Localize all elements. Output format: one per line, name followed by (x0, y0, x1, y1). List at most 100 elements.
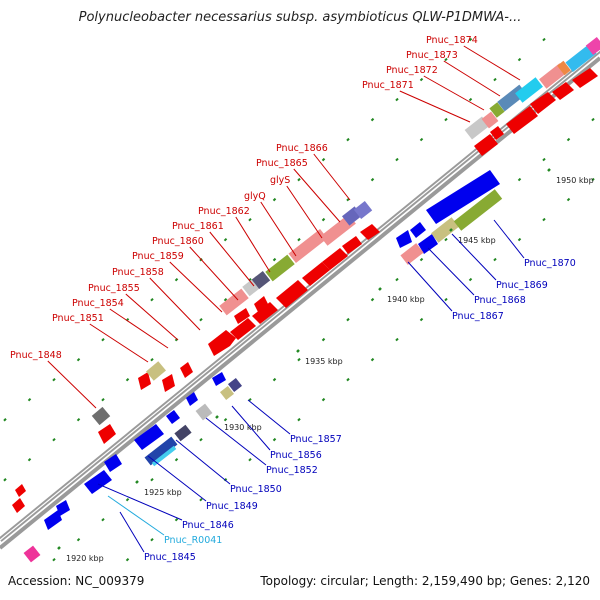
gene-label-forward[interactable]: Pnuc_1855 (88, 283, 140, 294)
gene-box-reverse[interactable] (174, 424, 192, 442)
tick-mark (248, 397, 252, 402)
reverse-gene-callouts: Pnuc_1845 Pnuc_R0041 Pnuc_1846 Pnuc_1849 Pnu… (97, 219, 576, 563)
gene-box-reverse[interactable] (144, 436, 178, 466)
gene-box-forward[interactable] (146, 361, 166, 381)
gene-arrow-forward[interactable] (180, 362, 193, 378)
gene-label-forward[interactable]: Pnuc_1860 (152, 236, 204, 247)
gene-arrow-forward[interactable] (208, 330, 236, 356)
gene-arrow-reverse[interactable] (166, 410, 180, 424)
gene-arrow-forward[interactable] (138, 372, 151, 390)
gene-label-reverse[interactable]: Pnuc_1846 (182, 520, 234, 531)
kbp-tick (135, 480, 139, 484)
gene-arrow-reverse[interactable] (134, 424, 164, 450)
gene-label-reverse[interactable]: Pnuc_1869 (496, 280, 548, 291)
gene-box-reverse[interactable] (195, 403, 213, 421)
tick-mark (517, 177, 522, 182)
gene-arrow-forward[interactable] (98, 424, 116, 444)
gene-box-forward[interactable] (219, 288, 249, 316)
gene-label-reverse[interactable]: Pnuc_1856 (270, 450, 322, 461)
gene-arrow-forward[interactable] (506, 106, 538, 134)
gene-box-forward[interactable] (489, 102, 505, 118)
gene-box-forward[interactable] (353, 200, 373, 220)
gene-box-reverse[interactable] (431, 217, 459, 243)
gene-label-forward[interactable]: Pnuc_1851 (52, 313, 104, 324)
gene-arrow-forward[interactable] (234, 308, 250, 324)
gene-label-forward[interactable]: Pnuc_1848 (10, 350, 62, 361)
gene-box-reverse[interactable] (227, 377, 243, 393)
gene-label-reverse[interactable]: Pnuc_1850 (230, 484, 282, 495)
gene-label-forward[interactable]: Pnuc_1862 (198, 206, 250, 217)
gene-arrow-forward[interactable] (360, 224, 380, 240)
gene-label-forward[interactable]: Pnuc_1865 (256, 158, 308, 169)
gene-arrow-forward[interactable] (342, 236, 362, 254)
gene-arrow-reverse[interactable] (104, 454, 122, 472)
gene-label-reverse[interactable]: Pnuc_1857 (290, 434, 342, 445)
gene-arrow-forward[interactable] (302, 262, 330, 286)
gene-arrow-forward[interactable] (552, 82, 574, 100)
gene-box-forward[interactable] (251, 270, 271, 290)
gene-arrow-forward[interactable] (12, 498, 25, 513)
gene-label-forward[interactable]: Pnuc_1871 (362, 80, 414, 91)
tick-mark (321, 217, 326, 222)
gene-label-reverse[interactable]: Pnuc_1849 (206, 501, 258, 512)
gene-arrow-forward[interactable] (474, 134, 498, 156)
gene-box-forward[interactable] (539, 63, 567, 89)
gene-box-reverse[interactable] (453, 189, 503, 231)
gene-label-forward[interactable]: Pnuc_1859 (132, 251, 184, 262)
kbp-label: 1950 kbp (556, 176, 594, 185)
gene-label-reverse[interactable]: Pnuc_1870 (524, 258, 576, 269)
gene-label-forward[interactable]: Pnuc_1861 (172, 221, 224, 232)
tick-mark (248, 457, 252, 462)
gene-arrow-reverse[interactable] (84, 470, 112, 494)
gene-box-forward[interactable] (515, 77, 543, 103)
gene-arrow-reverse[interactable] (426, 170, 500, 224)
gene-label-forward[interactable]: glyS (270, 175, 290, 186)
gene-arrow-reverse[interactable] (410, 222, 426, 238)
kbp-label: 1945 kbp (458, 236, 496, 245)
gene-arrow-reverse[interactable] (56, 500, 70, 516)
gene-arrow-forward[interactable] (490, 126, 504, 140)
gene-label-reverse[interactable]: Pnuc_1867 (452, 311, 504, 322)
gene-arrow-forward[interactable] (530, 92, 556, 114)
gene-callout-line (423, 75, 485, 111)
gene-box-forward[interactable] (565, 44, 597, 72)
gene-arrow-reverse[interactable] (44, 510, 62, 530)
gene-box-forward[interactable] (557, 60, 571, 76)
gene-box-reverse[interactable] (400, 243, 424, 265)
gene-label-reverse[interactable]: Pnuc_1845 (144, 552, 196, 563)
gene-arrow-forward[interactable] (276, 280, 308, 308)
gene-label-forward[interactable]: Pnuc_1866 (276, 143, 328, 154)
gene-label-reverse[interactable]: Pnuc_R0041 (164, 535, 222, 546)
gene-label-forward[interactable]: Pnuc_1874 (426, 35, 478, 46)
gene-arrow-forward[interactable] (230, 318, 256, 340)
gene-arrow-reverse[interactable] (396, 230, 412, 248)
gene-label-forward[interactable]: glyQ (244, 191, 266, 202)
gene-arrow-forward[interactable] (322, 248, 348, 270)
gene-arrow-forward[interactable] (572, 68, 598, 88)
gene-box-forward[interactable] (464, 116, 490, 140)
gene-label-forward[interactable]: Pnuc_1873 (406, 50, 458, 61)
gene-label-reverse[interactable]: Pnuc_1868 (474, 295, 526, 306)
tick-mark (174, 517, 179, 522)
gene-arrow-forward[interactable] (252, 302, 278, 324)
gene-box-reverse[interactable] (23, 545, 41, 563)
map-title: Polynucleobacter necessarius subsp. asym… (78, 10, 522, 25)
gene-arrow-forward[interactable] (162, 374, 175, 392)
gene-arrow-forward[interactable] (15, 484, 26, 497)
gene-box-forward[interactable] (481, 111, 499, 129)
gene-box-reverse[interactable] (151, 445, 177, 467)
gene-arrow-reverse[interactable] (212, 372, 226, 386)
gene-box-forward[interactable] (265, 254, 295, 282)
gene-label-forward[interactable]: Pnuc_1872 (386, 65, 438, 76)
gene-label-forward[interactable]: Pnuc_1854 (72, 298, 124, 309)
gene-arrow-reverse[interactable] (186, 392, 198, 406)
gene-arrow-forward[interactable] (254, 296, 268, 312)
gene-box-forward[interactable] (288, 228, 328, 264)
tick-mark (419, 137, 424, 142)
gene-callout-line (231, 405, 271, 451)
gene-label-reverse[interactable]: Pnuc_1852 (266, 465, 318, 476)
gene-box-forward[interactable] (91, 406, 111, 426)
gene-arrow-reverse[interactable] (418, 234, 438, 254)
gene-box-reverse[interactable] (219, 385, 235, 401)
gene-label-forward[interactable]: Pnuc_1858 (112, 267, 164, 278)
